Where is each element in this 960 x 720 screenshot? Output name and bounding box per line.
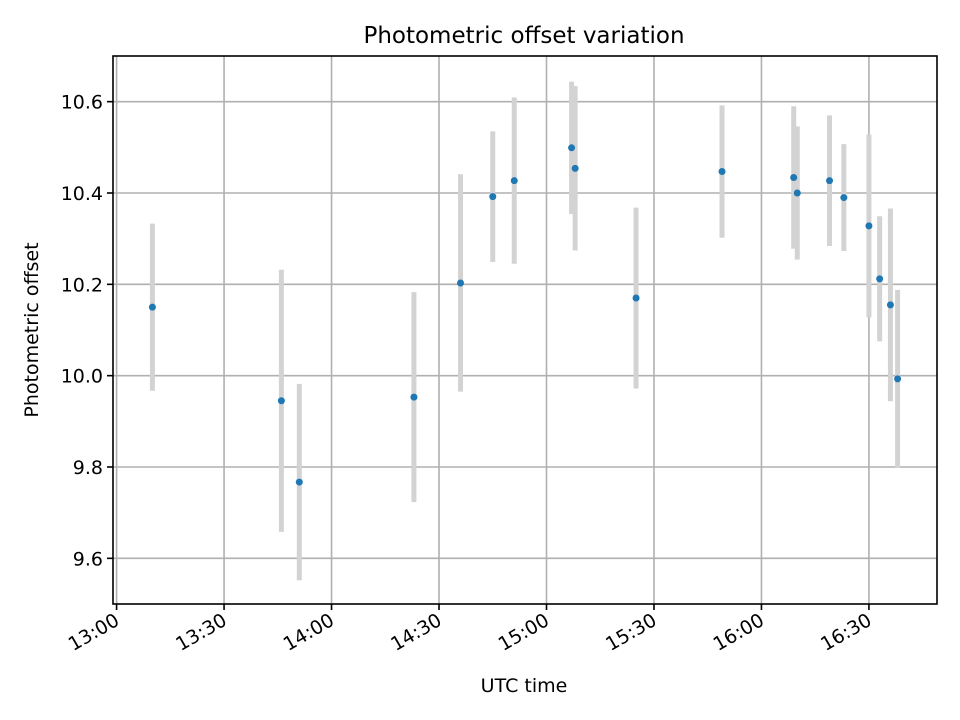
y-tick-label: 10.6 <box>61 92 103 114</box>
y-tick-label: 9.6 <box>73 548 103 570</box>
data-point <box>876 275 884 283</box>
y-tick-label: 10.4 <box>61 183 103 205</box>
data-point <box>840 194 848 202</box>
data-point <box>632 294 640 302</box>
data-point <box>886 301 894 309</box>
data-point <box>277 397 285 405</box>
plot-frame <box>112 55 938 605</box>
x-axis-label: UTC time <box>481 675 568 697</box>
data-point <box>510 177 518 185</box>
data-point <box>826 177 834 185</box>
data-point <box>793 189 801 197</box>
y-tick-label: 9.8 <box>73 457 103 479</box>
data-point <box>148 303 156 311</box>
data-point <box>457 279 465 287</box>
data-points <box>148 144 902 486</box>
data-point <box>894 375 902 383</box>
data-point <box>790 173 798 181</box>
data-point <box>718 168 726 176</box>
chart-title: Photometric offset variation <box>363 23 684 49</box>
data-point <box>295 478 303 486</box>
data-point <box>865 222 873 230</box>
data-point <box>568 144 576 152</box>
data-point <box>571 164 579 172</box>
y-axis-ticks: 9.6 9.8 10.0 10.2 10.4 10.6 <box>61 92 113 570</box>
y-axis-label: Photometric offset <box>21 242 43 417</box>
data-point <box>489 193 497 201</box>
y-tick-label: 10.2 <box>61 274 103 296</box>
y-tick-label: 10.0 <box>61 366 103 388</box>
data-point <box>410 393 418 401</box>
